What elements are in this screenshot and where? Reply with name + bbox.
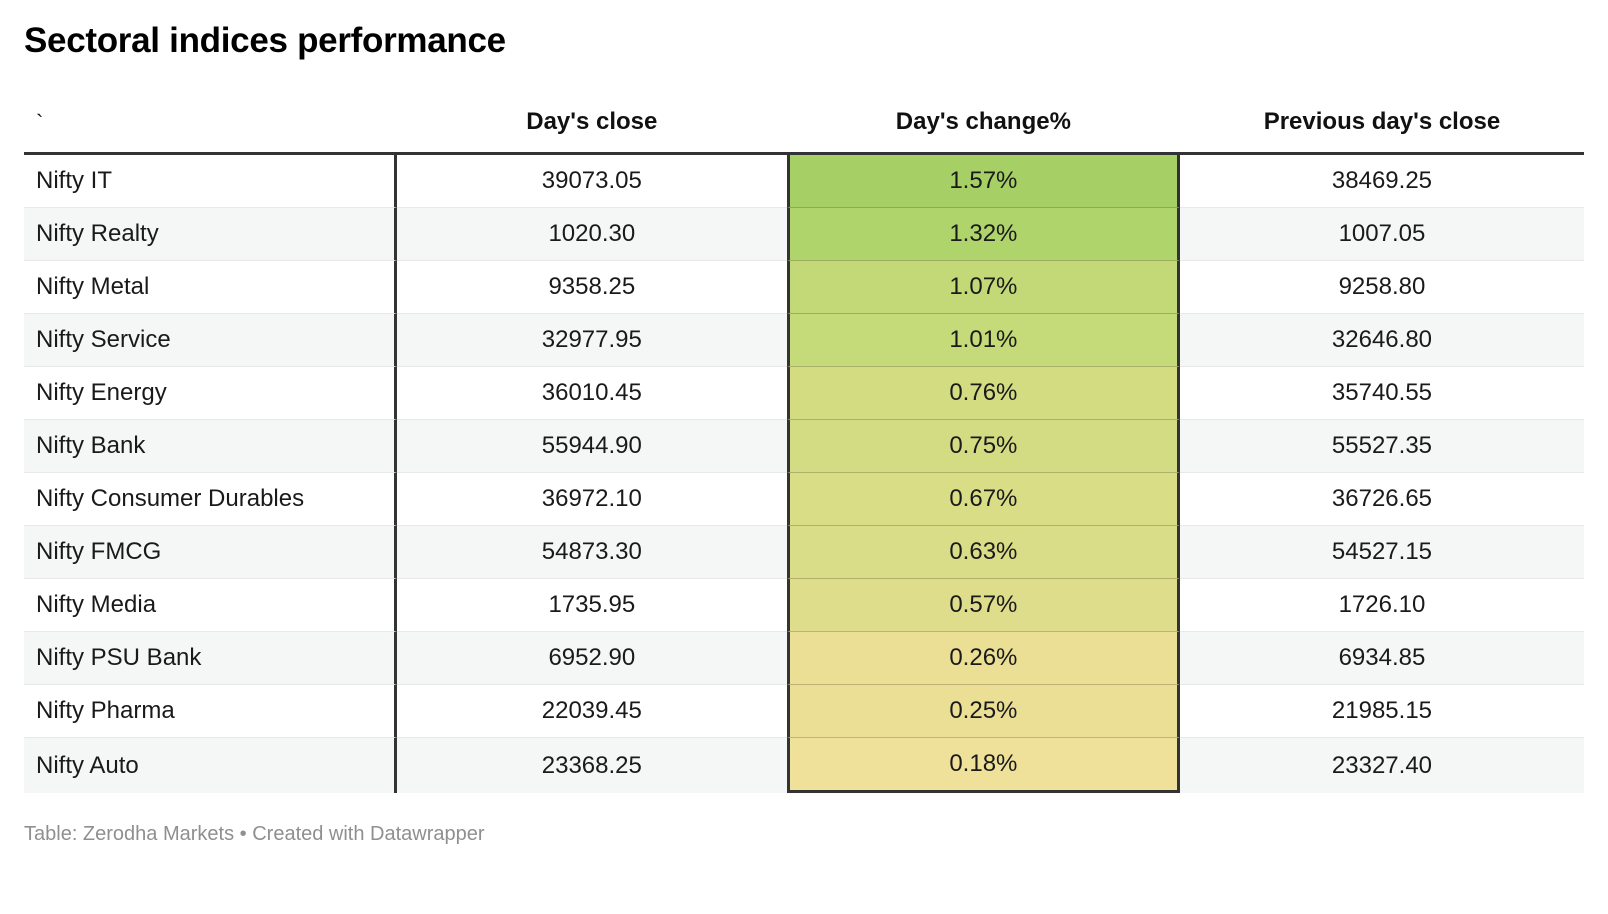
days-change-cell: 0.67% (786, 472, 1180, 525)
previous-close-cell: 21985.15 (1179, 684, 1584, 737)
days-close-cell: 1020.30 (396, 207, 787, 260)
previous-close-cell: 1007.05 (1179, 207, 1584, 260)
index-name-cell: Nifty Realty (24, 207, 397, 260)
table-row: Nifty PSU Bank 6952.90 0.26% 6934.85 (24, 631, 1584, 684)
column-header-days-change: Day's change% (786, 108, 1180, 155)
previous-close-cell: 6934.85 (1179, 631, 1584, 684)
table-row: Nifty IT 39073.05 1.57% 38469.25 (24, 155, 1584, 207)
days-close-cell: 23368.25 (396, 737, 787, 793)
days-change-cell: 0.18% (786, 737, 1180, 793)
days-close-cell: 36010.45 (396, 366, 787, 419)
days-change-cell: 0.26% (786, 631, 1180, 684)
table-row: Nifty Media 1735.95 0.57% 1726.10 (24, 578, 1584, 631)
index-name-cell: Nifty Metal (24, 260, 397, 313)
days-close-cell: 55944.90 (396, 419, 787, 472)
index-name-cell: Nifty Auto (24, 737, 397, 793)
index-name-cell: Nifty Energy (24, 366, 397, 419)
table-row: Nifty Realty 1020.30 1.32% 1007.05 (24, 207, 1584, 260)
source-attribution: Table: Zerodha Markets • Created with Da… (24, 823, 485, 845)
days-change-cell: 1.32% (786, 207, 1180, 260)
index-name-cell: Nifty IT (24, 155, 397, 207)
days-close-cell: 39073.05 (541, 167, 642, 194)
days-close-cell: 6952.90 (396, 631, 787, 684)
days-change-cell: 0.75% (786, 419, 1180, 472)
table-row: Nifty Bank 55944.90 0.75% 55527.35 (24, 419, 1584, 472)
days-close-cell: 1735.95 (396, 578, 787, 631)
previous-close-cell: 38469.25 (1331, 167, 1433, 194)
column-header-previous-close: Previous day's close (1179, 108, 1584, 155)
index-name-cell: Nifty FMCG (24, 525, 397, 578)
previous-close-cell: 23327.40 (1179, 737, 1584, 793)
days-close-cell: 54873.30 (396, 525, 787, 578)
table-row: Nifty Energy 36010.45 0.76% 35740.55 (24, 366, 1584, 419)
previous-close-cell: 55527.35 (1179, 419, 1584, 472)
days-change-cell: 1.07% (786, 260, 1180, 313)
table-body: Nifty IT 39073.05 1.57% 38469.25 Nifty Realt… (24, 155, 1584, 793)
table-header-row: ` Day's close Day's change% Previous day… (24, 108, 1584, 155)
previous-close-cell: 35740.55 (1179, 366, 1584, 419)
page-title: Sectoral indices performance (24, 21, 506, 60)
previous-close-cell: 32646.80 (1179, 313, 1584, 366)
previous-close-cell: 54527.15 (1179, 525, 1584, 578)
table-row: Nifty Metal 9358.25 1.07% 9258.80 (24, 260, 1584, 313)
column-header-days-close: Day's close (396, 108, 787, 155)
index-name-cell: Nifty Consumer Durables (24, 472, 397, 525)
days-close-cell: 32977.95 (396, 313, 787, 366)
days-change-cell: 1.01% (786, 313, 1180, 366)
days-close-cell: 36972.10 (396, 472, 787, 525)
sectoral-indices-table: ` Day's close Day's change% Previous day… (24, 108, 1584, 793)
days-change-cell: 1.57% (786, 155, 1180, 207)
table-row: Nifty Auto 23368.25 0.18% 23327.40 (24, 737, 1584, 793)
index-name-cell: Nifty Bank (24, 419, 397, 472)
table-header: ` Day's close Day's change% Previous day… (24, 108, 1584, 155)
previous-close-cell: 1726.10 (1179, 578, 1584, 631)
days-change-cell: 0.25% (786, 684, 1180, 737)
index-name-cell: Nifty Pharma (24, 684, 397, 737)
days-change-cell: 0.63% (786, 525, 1180, 578)
column-header-index: ` (24, 108, 397, 155)
table-row: Nifty Pharma 22039.45 0.25% 21985.15 (24, 684, 1584, 737)
days-change-cell: 0.76% (786, 366, 1180, 419)
days-change-cell: 0.57% (786, 578, 1180, 631)
index-name-cell: Nifty Service (24, 313, 397, 366)
table-row: Nifty Service 32977.95 1.01% 32646.80 (24, 313, 1584, 366)
table-row: Nifty Consumer Durables 36972.10 0.67% 3672… (24, 472, 1584, 525)
previous-close-cell: 36726.65 (1179, 472, 1584, 525)
days-close-cell: 22039.45 (396, 684, 787, 737)
days-close-cell: 9358.25 (396, 260, 787, 313)
previous-close-cell: 9258.80 (1179, 260, 1584, 313)
index-name-cell: Nifty Media (24, 578, 397, 631)
index-name-cell: Nifty PSU Bank (24, 631, 397, 684)
table-row: Nifty FMCG 54873.30 0.63% 54527.15 (24, 525, 1584, 578)
